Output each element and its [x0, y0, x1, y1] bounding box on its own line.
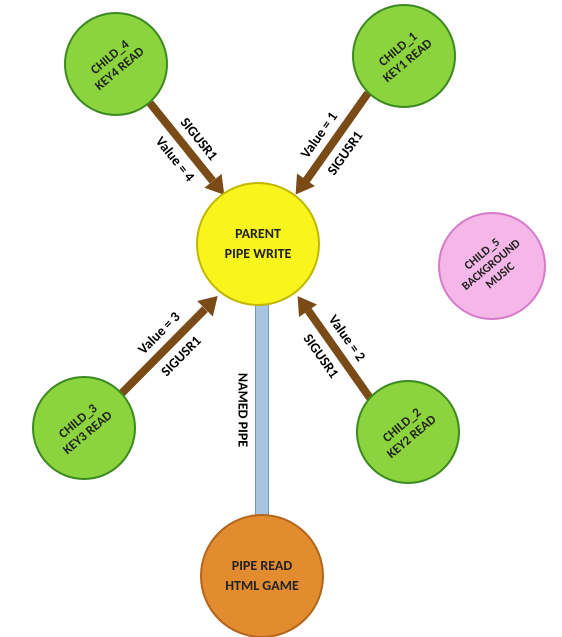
node-child1-label: CHILD_1KEY1 READ	[372, 25, 437, 86]
node-child5-label: CHILD_5BACKGROUNDMUSIC	[451, 227, 533, 305]
node-htmlgame-label-line-1: HTML GAME	[225, 578, 299, 594]
named-pipe-label: NAMED PIPE	[235, 372, 252, 446]
node-parent: PARENT PIPE WRITE	[196, 182, 320, 306]
node-parent-label-line-1: PIPE WRITE	[225, 246, 292, 262]
node-parent-label-line-0: PARENT	[225, 226, 292, 242]
node-htmlgame-label: PIPE READ HTML GAME	[225, 554, 299, 598]
named-pipe	[255, 302, 269, 517]
node-child5: CHILD_5BACKGROUNDMUSIC	[438, 212, 546, 320]
node-parent-label: PARENT PIPE WRITE	[225, 222, 292, 266]
node-htmlgame: PIPE READ HTML GAME	[200, 514, 324, 637]
node-child4: CHILD_4KEY4 READ	[64, 12, 168, 116]
diagram-stage: NAMED PIPESIGUSR1Value = 4Value = 1SIGUS…	[0, 0, 562, 637]
node-htmlgame-label-line-0: PIPE READ	[225, 558, 299, 574]
node-child1: CHILD_1KEY1 READ	[352, 4, 456, 108]
node-child2-label: CHILD_2KEY2 READ	[376, 401, 441, 462]
node-child3: CHILD_3KEY3 READ	[32, 376, 136, 480]
node-child2: CHILD_2KEY2 READ	[356, 380, 460, 484]
node-child4-label: CHILD_4KEY4 READ	[84, 33, 149, 94]
node-child3-label: CHILD_3KEY3 READ	[52, 397, 117, 458]
